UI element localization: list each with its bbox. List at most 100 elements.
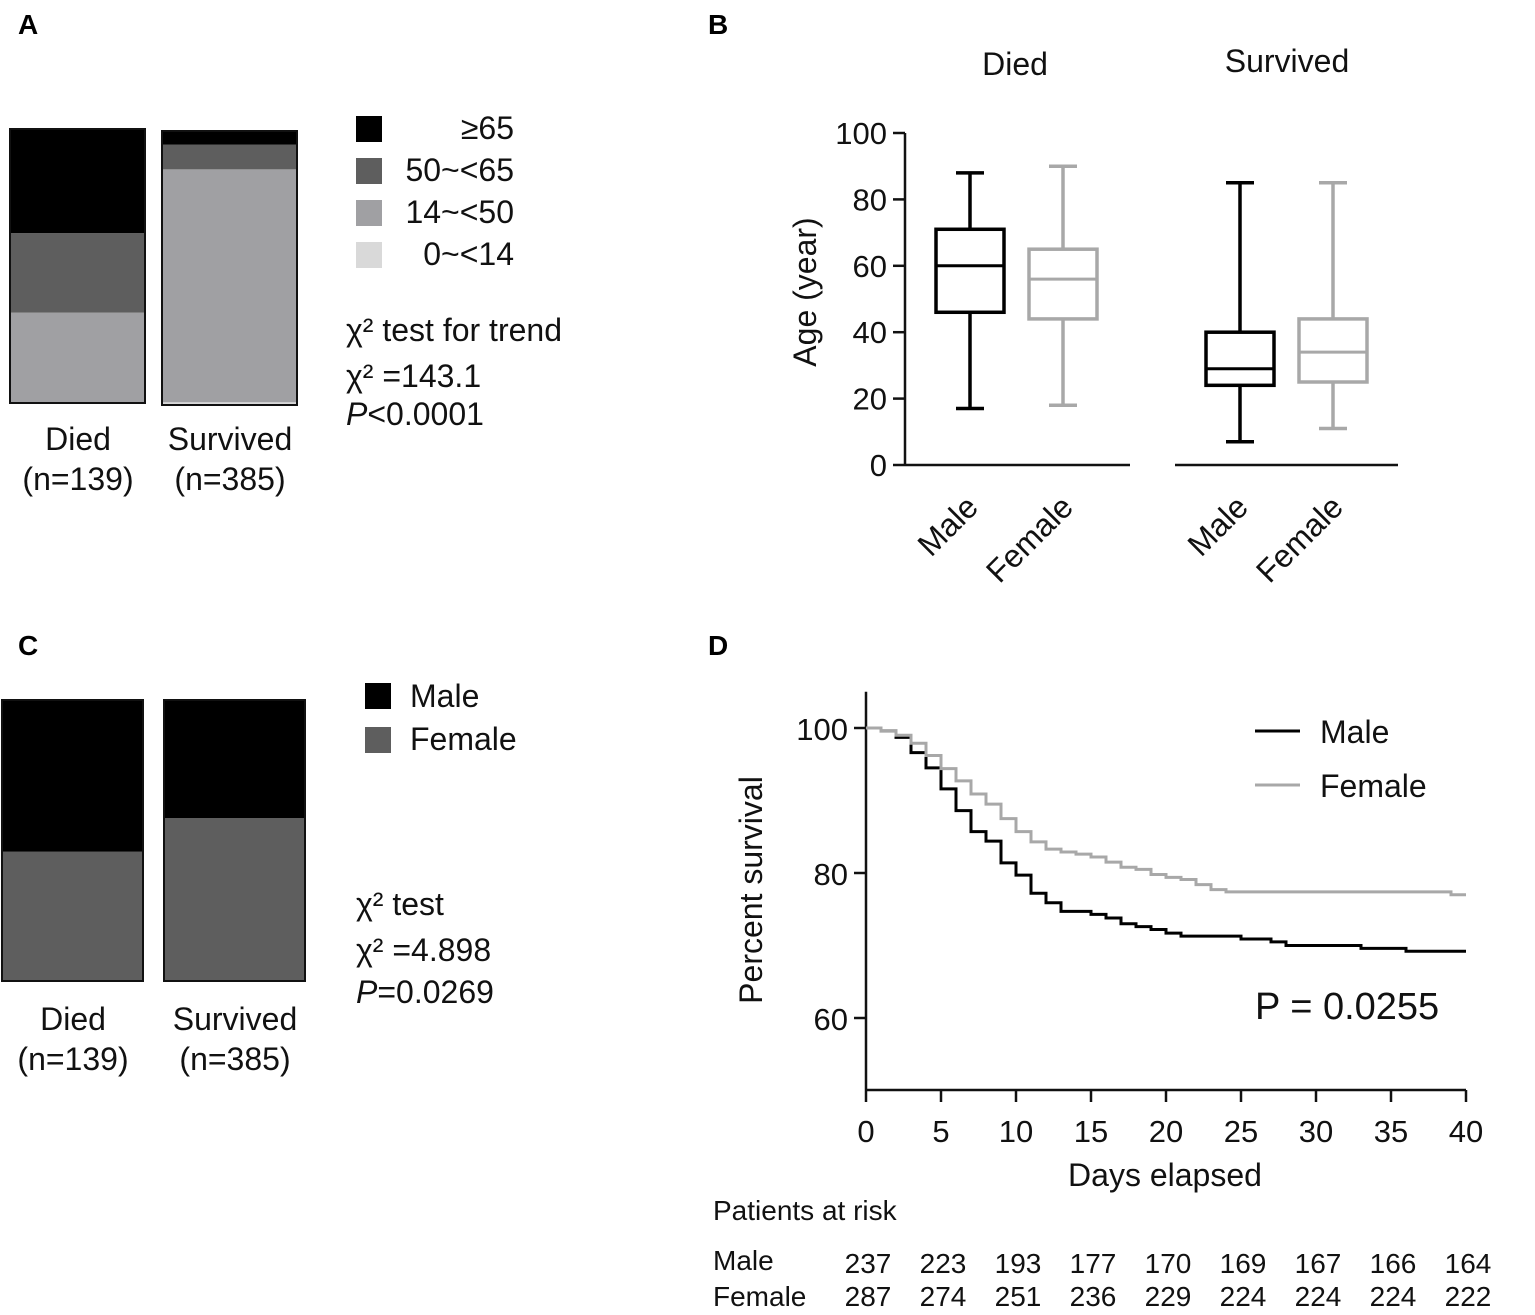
a-stat-test: χ² test for trend: [346, 312, 562, 348]
c-bar-survived-seg-1: [164, 700, 305, 819]
d-axes: 60 80 100 0 5 10 15 20 25 30 35 40: [796, 691, 1483, 1149]
d-risk-female-day-5: 274: [920, 1281, 967, 1312]
d-risk-female-day-0: 287: [845, 1281, 892, 1312]
d-risk-male-day-40: 164: [1445, 1248, 1492, 1279]
c-bar-died-seg-1: [2, 700, 143, 852]
d-y-tick-label-100: 100: [796, 712, 848, 747]
d-y-tick-label-80: 80: [814, 857, 848, 892]
d-curve-male: [866, 726, 1466, 953]
c-stat-p-prefix: P: [356, 974, 378, 1010]
b-y-axis-title: Age (year): [787, 217, 823, 366]
a-legend-swatch-14-50: [356, 200, 382, 226]
b-y-tick-label-20: 20: [853, 382, 887, 417]
a-category-n-survived: (n=385): [174, 461, 285, 497]
d-risk-table-title: Patients at risk: [713, 1195, 898, 1226]
b-box-survived-female-iqr: [1297, 317, 1369, 384]
panel-c-bars: [1, 699, 306, 982]
a-bar-died-seg-1: [10, 312, 145, 403]
d-p-value-text: P = 0.0255: [1255, 986, 1439, 1028]
d-x-tick-label-20: 20: [1149, 1114, 1183, 1149]
a-legend-swatch-65plus: [356, 116, 382, 142]
d-risk-male-day-15: 177: [1070, 1248, 1117, 1279]
b-group-title-died: Died: [982, 46, 1048, 82]
panel-label-c: C: [18, 630, 38, 661]
d-risk-male-day-35: 166: [1370, 1248, 1417, 1279]
b-y-tick-label-60: 60: [853, 249, 887, 284]
d-risk-female-day-35: 224: [1370, 1281, 1417, 1312]
c-bar-outline-survived: [163, 699, 306, 982]
d-risk-male-day-5: 223: [920, 1248, 967, 1279]
d-y-tick-label-60: 60: [814, 1002, 848, 1037]
d-curves: [866, 726, 1466, 953]
a-stat-p-value: <0.0001: [367, 396, 484, 432]
d-risk-female-day-25: 224: [1220, 1281, 1267, 1312]
c-category-n-survived: (n=385): [179, 1041, 290, 1077]
panel-b-box-plot: Died Survived Age (year) 0 20 40 60 80 100 Ma…: [787, 43, 1398, 589]
d-risk-male-day-10: 193: [995, 1248, 1042, 1279]
a-stat-chi2: χ² =143.1: [346, 358, 481, 394]
d-legend-label-male: Male: [1320, 714, 1389, 750]
d-x-tick-label-0: 0: [857, 1114, 874, 1149]
d-risk-male-day-25: 169: [1220, 1248, 1267, 1279]
a-bar-outline-survived: [161, 130, 298, 406]
d-legend-label-female: Female: [1320, 768, 1427, 804]
c-bar-outline-died: [1, 699, 144, 982]
a-bar-outline-died: [9, 128, 146, 404]
a-legend-swatch-0-14: [356, 242, 382, 268]
d-curve-female: [866, 726, 1466, 897]
c-stat-p: P=0.0269: [356, 974, 494, 1010]
panel-d-survival-curve: Percent survival 60 80 100 0 5 10 15 20 25 30 35 40…: [713, 691, 1492, 1312]
d-x-tick-label-25: 25: [1224, 1114, 1258, 1149]
b-y-tick-label-40: 40: [853, 315, 887, 350]
a-category-label-died: Died: [45, 421, 111, 457]
d-risk-row-label-female: Female: [713, 1281, 806, 1312]
c-bar-died-seg-0: [2, 851, 143, 981]
b-axes: 0 20 40 60 80 100: [835, 116, 1398, 483]
b-boxes: [934, 164, 1369, 444]
a-bar-survived-seg-0: [162, 402, 297, 405]
d-x-tick-label-35: 35: [1374, 1114, 1408, 1149]
d-risk-female-day-20: 229: [1145, 1281, 1192, 1312]
b-y-tick-label-100: 100: [835, 116, 887, 151]
d-risk-female-day-40: 222: [1445, 1281, 1492, 1312]
a-stat-p: P<0.0001: [346, 396, 484, 432]
c-legend-label-female: Female: [410, 721, 517, 757]
d-x-tick-label-10: 10: [999, 1114, 1033, 1149]
b-box-died-male-iqr: [934, 227, 1006, 315]
d-risk-female-day-15: 236: [1070, 1281, 1117, 1312]
c-legend-swatch-female: [365, 727, 391, 753]
d-risk-male-day-30: 167: [1295, 1248, 1342, 1279]
a-bar-survived-seg-2: [162, 144, 297, 170]
c-stat-test: χ² test: [356, 886, 444, 922]
d-x-tick-label-15: 15: [1074, 1114, 1108, 1149]
d-risk-female-day-30: 224: [1295, 1281, 1342, 1312]
a-legend-label-0-14: 0~<14: [423, 236, 514, 272]
d-y-axis-title: Percent survival: [733, 776, 769, 1004]
a-stat-p-prefix: P: [346, 396, 368, 432]
panel-label-b: B: [708, 9, 728, 40]
c-stat-p-value: =0.0269: [377, 974, 494, 1010]
b-x-label-died-female: Female: [979, 488, 1080, 589]
a-category-n-died: (n=139): [22, 461, 133, 497]
a-legend-label-14-50: 14~<50: [405, 194, 514, 230]
b-box-died-female-iqr: [1027, 247, 1099, 321]
b-x-label-survived-female: Female: [1249, 488, 1350, 589]
d-risk-female-day-10: 251: [995, 1281, 1042, 1312]
panel-a-stacked-bar-chart: Died (n=139) Survived (n=385) ≥65 50~<65…: [9, 110, 562, 497]
panel-label-d: D: [708, 630, 728, 661]
c-category-n-died: (n=139): [17, 1041, 128, 1077]
d-x-axis-title: Days elapsed: [1068, 1157, 1262, 1193]
d-x-tick-label-40: 40: [1449, 1114, 1483, 1149]
d-risk-male-day-0: 237: [845, 1248, 892, 1279]
c-category-label-survived: Survived: [173, 1001, 298, 1037]
d-risk-male-day-20: 170: [1145, 1248, 1192, 1279]
a-bar-died-seg-3: [10, 129, 145, 234]
b-group-title-survived: Survived: [1225, 43, 1350, 79]
a-bar-survived-seg-3: [162, 131, 297, 145]
c-bar-survived-seg-0: [164, 818, 305, 981]
b-x-label-died-male: Male: [910, 488, 985, 563]
d-x-tick-label-5: 5: [932, 1114, 949, 1149]
panel-c-stacked-bar-chart: Died (n=139) Survived (n=385) Male Femal…: [1, 678, 517, 1077]
d-risk-row-label-male: Male: [713, 1245, 774, 1276]
